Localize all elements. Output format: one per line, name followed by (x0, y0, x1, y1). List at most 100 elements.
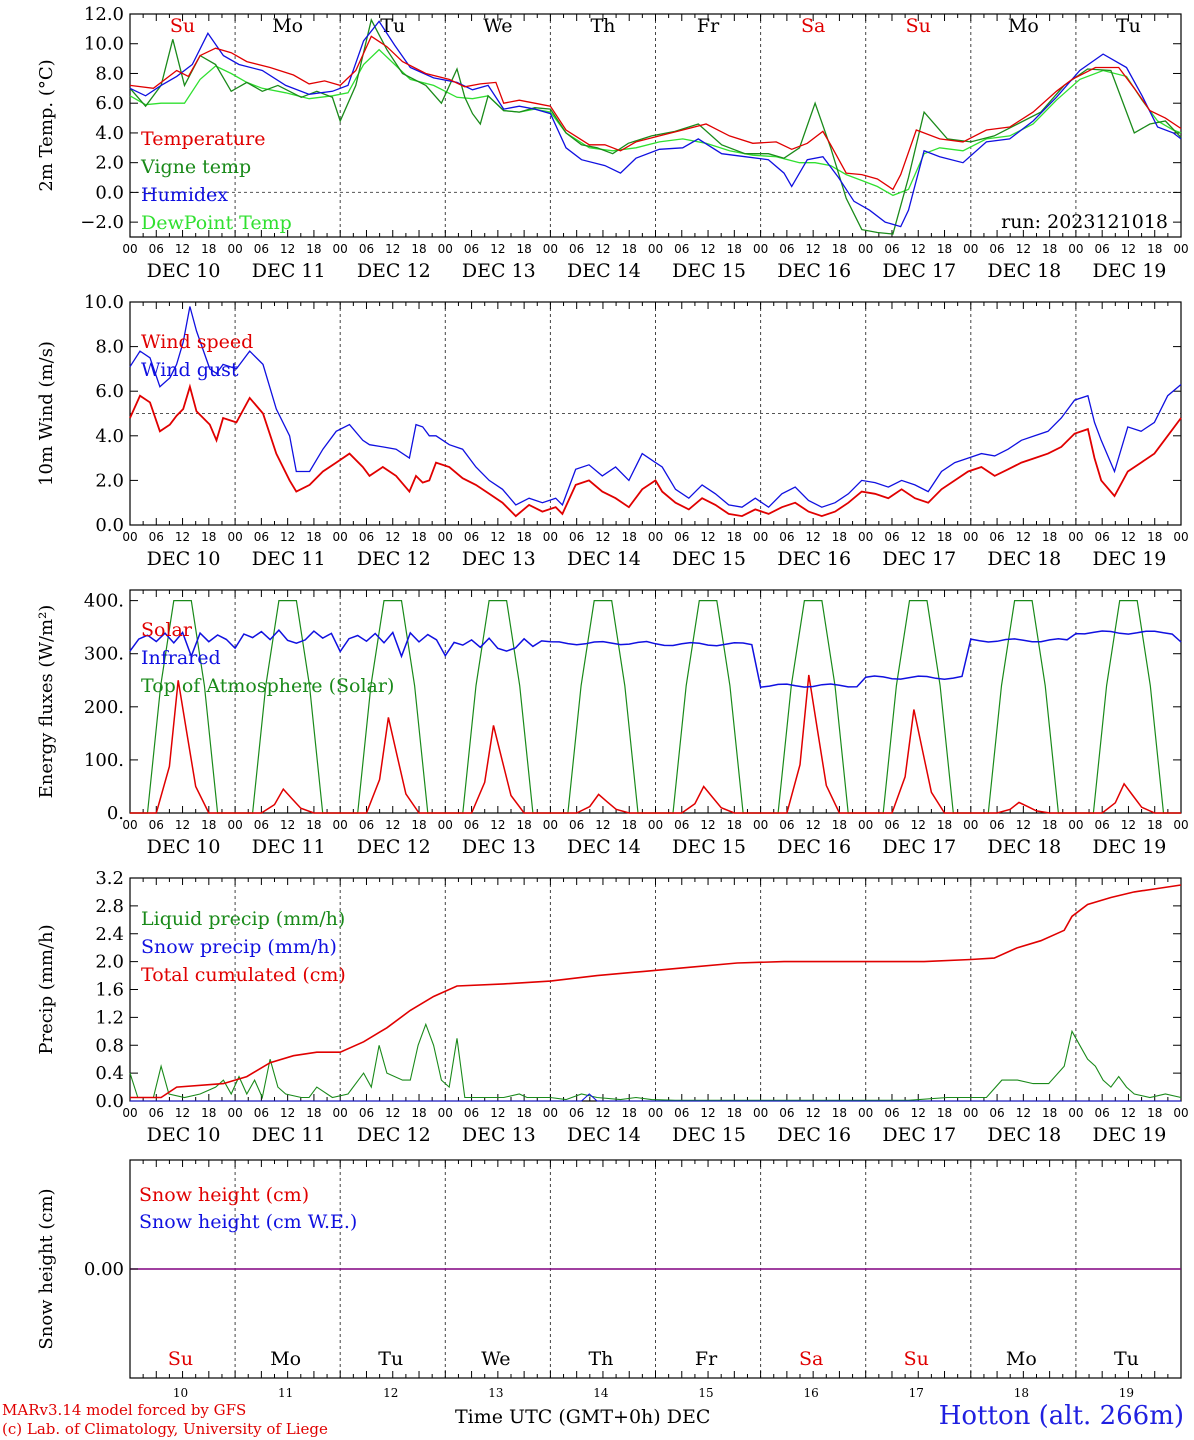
temp-hour-label: 00 (858, 242, 873, 256)
temp-date-label: DEC 15 (672, 260, 746, 282)
wind-hour-label: 06 (674, 530, 689, 544)
energy-hour-label: 12 (490, 818, 505, 832)
wind-hour-label: 06 (1095, 530, 1110, 544)
precip-ytick-label: 1.6 (95, 980, 124, 1001)
wind-date-label: DEC 19 (1093, 548, 1167, 570)
temp-date-label: DEC 11 (252, 260, 326, 282)
precip-ytick-label: 3.2 (95, 868, 124, 889)
wind-hour-label: 06 (569, 530, 584, 544)
temp-date-label: DEC 10 (147, 260, 221, 282)
temp-hour-label: 00 (648, 242, 663, 256)
snow-ylabel: Snow height (cm) (36, 1188, 57, 1349)
wind-legend-2: Wind gust (141, 359, 239, 381)
wind-hour-label: 12 (490, 530, 505, 544)
precip-date-label: DEC 16 (777, 1124, 851, 1146)
credit-line-1: MARv3.14 model forced by GFS (2, 1401, 247, 1419)
temp-weekday-label: Su (906, 15, 931, 37)
temp-series-3 (129, 20, 1182, 228)
energy-hour-label: 18 (306, 818, 321, 832)
wind-ytick-label: 2.0 (95, 470, 124, 491)
temp-legend-4: DewPoint Temp (141, 212, 292, 234)
energy-date-label: DEC 12 (357, 836, 431, 858)
energy-hour-label: 06 (149, 818, 164, 832)
wind-ytick-label: 6.0 (95, 381, 124, 402)
snow-weekday-label: Tu (378, 1348, 403, 1370)
energy-legend-3: Top of Atmosphere (Solar) (141, 675, 394, 697)
temp-legend-3: Humidex (141, 184, 228, 206)
temp-hour-label: 18 (1147, 242, 1162, 256)
energy-date-label: DEC 17 (882, 836, 956, 858)
precip-hour-label: 12 (911, 1106, 926, 1120)
energy-hour-label: 06 (779, 818, 794, 832)
temp-legend-1: Temperature (141, 128, 265, 150)
energy-hour-label: 12 (911, 818, 926, 832)
precip-hour-label: 06 (359, 1106, 374, 1120)
energy-hour-label: 00 (122, 818, 137, 832)
precip-date-label: DEC 13 (462, 1124, 536, 1146)
precip-ytick-label: 2.0 (95, 952, 124, 973)
snow-day-number: 11 (278, 1386, 293, 1400)
precip-ylabel: Precip (mm/h) (36, 924, 57, 1054)
precip-hour-label: 18 (1147, 1106, 1162, 1120)
snow-weekday-label: Mo (270, 1348, 301, 1370)
wind-date-label: DEC 16 (777, 548, 851, 570)
temp-hour-label: 06 (464, 242, 479, 256)
wind-legend-1: Wind speed (141, 331, 253, 353)
snow-day-number: 18 (1014, 1386, 1029, 1400)
precip-legend-2: Snow precip (mm/h) (141, 936, 337, 958)
precip-date-label: DEC 12 (357, 1124, 431, 1146)
temp-hour-label: 18 (727, 242, 742, 256)
precip-hour-label: 00 (122, 1106, 137, 1120)
precip-hour-label: 06 (884, 1106, 899, 1120)
temp-hour-label: 18 (201, 242, 216, 256)
energy-legend-1: Solar (141, 619, 193, 641)
precip-hour-label: 18 (516, 1106, 531, 1120)
energy-hour-label: 00 (753, 818, 768, 832)
temp-ytick-label: 10.0 (84, 34, 124, 55)
temp-series-4 (129, 48, 1182, 197)
energy-hour-label: 12 (595, 818, 610, 832)
energy-hour-label: 00 (648, 818, 663, 832)
precip-hour-label: 06 (989, 1106, 1004, 1120)
wind-hour-label: 18 (306, 530, 321, 544)
energy-date-label: DEC 10 (147, 836, 221, 858)
temp-weekday-label: Mo (272, 15, 303, 37)
temp-frame (129, 13, 1182, 238)
energy-hour-label: 12 (806, 818, 821, 832)
wind-hour-label: 18 (1042, 530, 1057, 544)
precip-ytick-label: 0.4 (95, 1063, 124, 1084)
energy-hour-label: 00 (333, 818, 348, 832)
station-name: Hotton (alt. 266m) (938, 1401, 1184, 1431)
wind-hour-label: 06 (254, 530, 269, 544)
temp-hour-label: 00 (227, 242, 242, 256)
wind-hour-label: 18 (411, 530, 426, 544)
wind-hour-label: 06 (989, 530, 1004, 544)
wind-hour-label: 12 (1016, 530, 1031, 544)
precip-hour-label: 18 (937, 1106, 952, 1120)
wind-hour-label: 00 (333, 530, 348, 544)
precip-ytick-label: 1.2 (95, 1007, 124, 1028)
wind-hour-label: 00 (648, 530, 663, 544)
precip-hour-label: 18 (727, 1106, 742, 1120)
precip-hour-label: 12 (806, 1106, 821, 1120)
wind-date-label: DEC 14 (567, 548, 641, 570)
precip-ytick-label: 2.8 (95, 896, 124, 917)
wind-hour-label: 06 (149, 530, 164, 544)
wind-hour-label: 18 (516, 530, 531, 544)
precip-legend-1: Liquid precip (mm/h) (141, 908, 345, 930)
precip-hour-label: 06 (149, 1106, 164, 1120)
snow-weekday-label: Mo (1006, 1348, 1037, 1370)
snow-day-number: 12 (383, 1386, 398, 1400)
snow-day-number: 14 (593, 1386, 609, 1400)
temp-weekday-label: Tu (1116, 15, 1141, 37)
snow-day-number: 17 (909, 1386, 924, 1400)
precip-hour-label: 12 (280, 1106, 295, 1120)
precip-hour-label: 00 (963, 1106, 978, 1120)
temp-date-label: DEC 13 (462, 260, 536, 282)
temp-weekday-label: Th (590, 15, 615, 37)
temp-hour-label: 18 (832, 242, 847, 256)
temp-series-1 (129, 35, 1182, 191)
wind-hour-label: 00 (753, 530, 768, 544)
snow-weekday-label: Fr (695, 1348, 718, 1370)
